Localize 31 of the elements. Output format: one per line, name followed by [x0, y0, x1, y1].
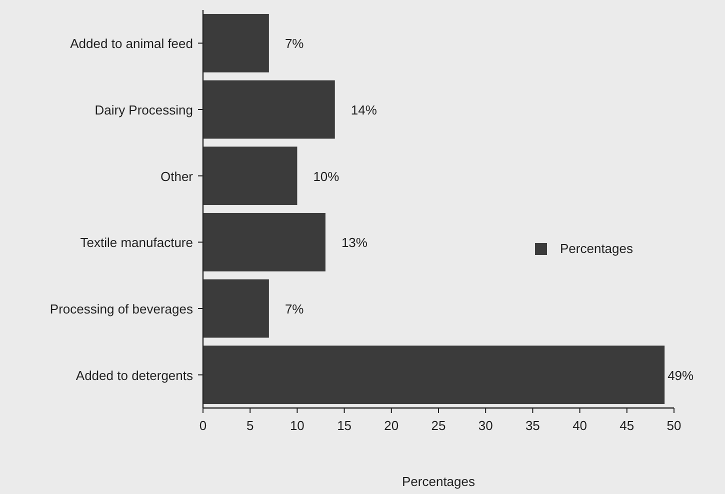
data-label: 14% — [350, 102, 378, 118]
x-tick-label: 25 — [431, 418, 446, 433]
x-tick-label: 50 — [666, 418, 682, 433]
x-tick-label: 30 — [478, 418, 493, 433]
y-tick-label: Other — [160, 168, 194, 184]
y-tick-label: Textile manufacture — [80, 235, 193, 250]
x-tick-label: 0 — [199, 418, 207, 433]
bar — [203, 146, 298, 206]
x-tick-label: 35 — [525, 418, 540, 433]
y-tick-label: Added to animal feed — [70, 36, 193, 52]
y-tick-label: Dairy Processing — [94, 102, 193, 118]
x-tick-label: 10 — [290, 418, 304, 433]
x-tick-label: 40 — [572, 418, 588, 433]
data-label: 49% — [668, 368, 694, 383]
bar — [203, 80, 335, 139]
x-tick-label: 15 — [337, 418, 352, 433]
y-tick-label: Added to detergents — [76, 368, 194, 383]
bar — [203, 212, 326, 272]
legend-label: Percentages — [560, 241, 634, 256]
data-label: 7% — [284, 36, 304, 52]
data-label: 10% — [313, 168, 340, 184]
x-tick-label: 5 — [246, 418, 254, 433]
bar — [203, 279, 269, 338]
x-tick-label: 20 — [384, 418, 399, 433]
data-label: 7% — [284, 302, 304, 316]
data-label: 13% — [341, 235, 368, 250]
y-tick-label: Processing of beverages — [50, 302, 194, 316]
bar — [203, 14, 269, 72]
x-tick-label: 45 — [620, 418, 634, 433]
bar — [203, 346, 665, 404]
x-axis-title: Percentages — [402, 474, 476, 489]
